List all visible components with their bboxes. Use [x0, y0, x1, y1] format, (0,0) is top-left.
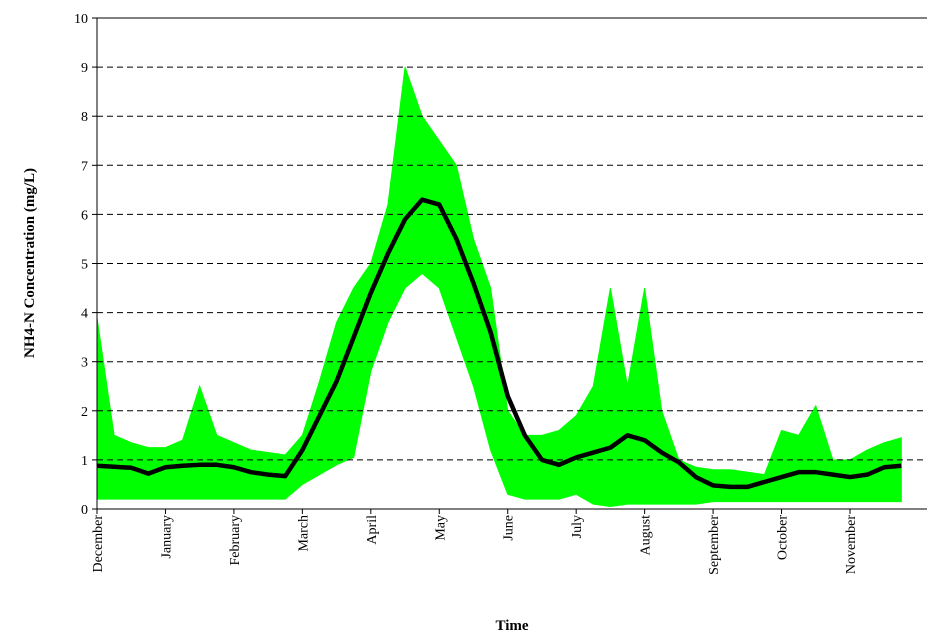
- x-tick-label: January: [159, 515, 174, 559]
- x-tick-label: August: [639, 515, 654, 556]
- y-tick-label: 4: [81, 307, 88, 322]
- x-tick-label: June: [502, 515, 517, 541]
- x-tick-label: July: [570, 515, 585, 538]
- x-tick-label: November: [844, 515, 859, 574]
- x-axis-title: Time: [495, 618, 528, 634]
- x-tick-label: February: [228, 515, 243, 566]
- y-tick-label: 2: [81, 405, 88, 420]
- x-tick-label: September: [707, 515, 722, 575]
- x-tick-label: October: [776, 515, 791, 560]
- y-tick-label: 0: [81, 503, 88, 518]
- y-tick-label: 5: [81, 258, 88, 273]
- y-tick-label: 1: [81, 454, 88, 469]
- x-tick-label: December: [91, 515, 106, 573]
- mean-line: [96, 197, 902, 490]
- y-tick-label: 3: [81, 356, 88, 371]
- range-band: [96, 66, 902, 508]
- x-tick-label: March: [296, 515, 311, 552]
- y-tick-label: 7: [81, 159, 88, 174]
- x-tick-label: May: [433, 515, 448, 541]
- y-tick-label: 9: [81, 61, 88, 76]
- y-tick-label: 6: [81, 208, 88, 223]
- y-tick-label: 10: [74, 12, 88, 27]
- x-tick-label: April: [365, 515, 380, 545]
- y-tick-label: 8: [81, 110, 88, 125]
- y-axis-title: NH4-N Concentration (mg/L): [22, 168, 38, 358]
